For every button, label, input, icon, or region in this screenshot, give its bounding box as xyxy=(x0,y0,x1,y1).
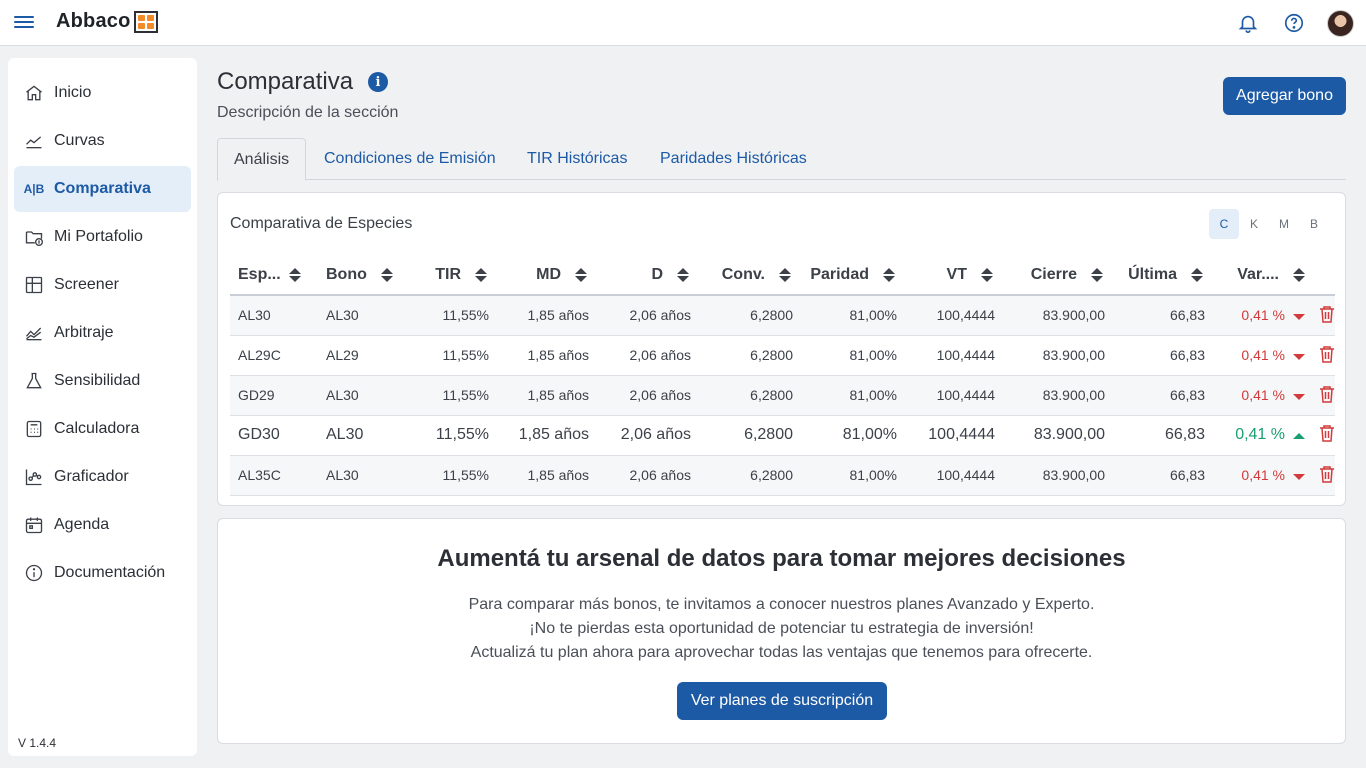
promo-text-line-3: Actualizá tu plan ahora para aprovechar … xyxy=(470,644,1093,661)
sort-icon xyxy=(380,267,393,282)
sidebar: Inicio Curvas A|B Comparativa Mi Portafo… xyxy=(8,58,197,756)
sort-icon xyxy=(981,267,993,282)
ab-compare-icon: A|B xyxy=(23,182,45,196)
table-header-row: Esp... Bono TIR MD D Conv. Paridad VT Ci… xyxy=(230,255,1335,296)
sort-icon xyxy=(475,267,487,282)
sort-icon xyxy=(883,267,895,282)
comparison-table: Esp... Bono TIR MD D Conv. Paridad VT Ci… xyxy=(230,255,1335,496)
tab-bar: Análisis Condiciones de Emisión TIR Hist… xyxy=(217,138,1346,181)
col-bono[interactable]: Bono xyxy=(318,255,406,296)
folder-dollar-icon xyxy=(23,226,45,248)
sidebar-item-graficador[interactable]: Graficador xyxy=(14,454,191,500)
col-vt[interactable]: VT xyxy=(897,255,995,296)
brand-logo[interactable]: Abbaco xyxy=(56,10,158,33)
sidebar-item-mi-portafolio[interactable]: Mi Portafolio xyxy=(14,214,191,260)
calendar-icon xyxy=(23,514,45,536)
sort-icon xyxy=(779,267,791,282)
comparison-card: Comparativa de Especies C K M B Esp... B… xyxy=(217,192,1346,506)
col-ultima[interactable]: Última xyxy=(1105,255,1205,296)
trend-up-icon xyxy=(1293,433,1305,439)
var-value: 0,41 % xyxy=(1205,415,1285,456)
trend-down-icon xyxy=(1293,354,1305,360)
card-title: Comparativa de Especies xyxy=(230,215,413,232)
home-icon xyxy=(23,82,45,104)
flask-icon xyxy=(23,370,45,392)
col-conv[interactable]: Conv. xyxy=(691,255,793,296)
sidebar-item-sensibilidad[interactable]: Sensibilidad xyxy=(14,358,191,404)
page-title: Comparativa xyxy=(217,68,354,95)
col-especie[interactable]: Esp... xyxy=(230,255,318,296)
unit-selector: C K M B xyxy=(1209,209,1329,239)
sort-icon xyxy=(575,267,587,282)
tab-analisis[interactable]: Análisis xyxy=(217,138,307,181)
trash-icon[interactable] xyxy=(1319,424,1335,442)
sidebar-item-curvas[interactable]: Curvas xyxy=(14,118,191,164)
top-bar: Abbaco xyxy=(0,0,1366,46)
tab-condiciones-emision[interactable]: Condiciones de Emisión xyxy=(324,150,496,167)
table-row[interactable]: AL30 AL30 11,55% 1,85 años 2,06 años 6,2… xyxy=(230,295,1335,336)
col-var[interactable]: Var.... xyxy=(1205,255,1305,296)
logo-mark-icon xyxy=(133,10,158,33)
user-avatar[interactable] xyxy=(1326,9,1354,37)
sidebar-item-comparativa[interactable]: A|B Comparativa xyxy=(14,166,191,212)
page-description: Descripción de la sección xyxy=(217,104,399,121)
trend-down-icon xyxy=(1293,474,1305,480)
table-row[interactable]: GD29 AL30 11,55% 1,85 años 2,06 años 6,2… xyxy=(230,375,1335,416)
var-value: 0,41 % xyxy=(1205,375,1285,416)
sort-icon xyxy=(1293,267,1305,282)
calculator-icon xyxy=(23,418,45,440)
sort-icon xyxy=(1191,267,1203,282)
unit-m-button[interactable]: M xyxy=(1279,217,1289,231)
sidebar-item-screener[interactable]: Screener xyxy=(14,262,191,308)
trash-icon[interactable] xyxy=(1319,465,1335,483)
table-row[interactable]: AL35C AL30 11,55% 1,85 años 2,06 años 6,… xyxy=(230,455,1335,496)
view-plans-button[interactable]: Ver planes de suscripción xyxy=(677,682,887,720)
add-bond-button[interactable]: Agregar bono xyxy=(1223,77,1346,115)
menu-icon[interactable] xyxy=(14,13,34,33)
promo-text-line-2: ¡No te pierdas esta oportunidad de poten… xyxy=(529,620,1034,637)
app-version: V 1.4.4 xyxy=(18,736,57,750)
col-d[interactable]: D xyxy=(589,255,691,296)
sidebar-item-agenda[interactable]: Agenda xyxy=(14,502,191,548)
var-value: 0,41 % xyxy=(1205,295,1285,336)
graph-icon xyxy=(23,466,45,488)
sidebar-item-arbitraje[interactable]: Arbitraje xyxy=(14,310,191,356)
trash-icon[interactable] xyxy=(1319,345,1335,363)
brand-name: Abbaco xyxy=(56,10,131,32)
sidebar-item-inicio[interactable]: Inicio xyxy=(14,70,191,116)
col-cierre[interactable]: Cierre xyxy=(995,255,1105,296)
tab-tir-historicas[interactable]: TIR Históricas xyxy=(527,150,628,167)
unit-b-button[interactable]: B xyxy=(1309,217,1318,231)
promo-title: Aumentá tu arsenal de datos para tomar m… xyxy=(437,545,1126,572)
upgrade-promo-card: Aumentá tu arsenal de datos para tomar m… xyxy=(217,518,1346,744)
trash-icon[interactable] xyxy=(1319,305,1335,323)
trend-down-icon xyxy=(1293,394,1305,400)
info-icon[interactable]: i xyxy=(368,72,388,92)
col-tir[interactable]: TIR xyxy=(406,255,489,296)
unit-k-button[interactable]: K xyxy=(1249,217,1258,231)
screener-icon xyxy=(23,274,45,296)
sidebar-item-calculadora[interactable]: Calculadora xyxy=(14,406,191,452)
var-value: 0,41 % xyxy=(1205,455,1285,496)
help-icon[interactable] xyxy=(1280,9,1308,37)
line-chart-icon xyxy=(23,130,45,152)
bell-icon[interactable] xyxy=(1234,9,1262,37)
col-md[interactable]: MD xyxy=(489,255,589,296)
table-row[interactable]: AL29C AL29 11,55% 1,85 años 2,06 años 6,… xyxy=(230,335,1335,376)
area-chart-icon xyxy=(23,322,45,344)
promo-text-line-1: Para comparar más bonos, te invitamos a … xyxy=(468,596,1095,613)
unit-c-button[interactable]: C xyxy=(1209,209,1239,239)
sort-icon xyxy=(288,267,301,282)
table-row[interactable]: GD30 AL30 11,55% 1,85 años 2,06 años 6,2… xyxy=(230,415,1335,456)
sidebar-item-documentacion[interactable]: Documentación xyxy=(14,550,191,596)
var-value: 0,41 % xyxy=(1205,335,1285,376)
trend-down-icon xyxy=(1293,314,1305,321)
info-icon xyxy=(23,562,45,584)
sort-icon xyxy=(1091,267,1103,282)
tab-paridades-historicas[interactable]: Paridades Históricas xyxy=(660,150,807,167)
col-paridad[interactable]: Paridad xyxy=(793,255,897,296)
trash-icon[interactable] xyxy=(1319,385,1335,403)
sort-icon xyxy=(677,267,689,282)
